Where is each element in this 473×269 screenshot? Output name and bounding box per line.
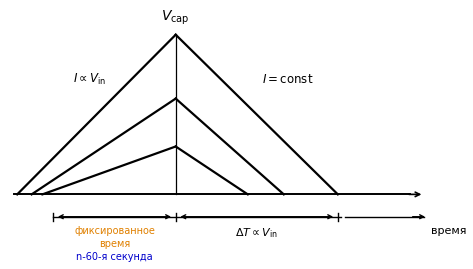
Text: время: время [431, 226, 467, 236]
Text: n-60-я секунда: n-60-я секунда [76, 252, 153, 262]
Text: $V_{\mathrm{cap}}$: $V_{\mathrm{cap}}$ [161, 8, 190, 27]
Text: $I = \mathrm{const}$: $I = \mathrm{const}$ [262, 73, 313, 86]
Text: $\Delta T \propto V_{\mathrm{in}}$: $\Delta T \propto V_{\mathrm{in}}$ [236, 226, 278, 240]
Text: $I \propto V_{\mathrm{in}}$: $I \propto V_{\mathrm{in}}$ [72, 72, 106, 87]
Text: фиксированное: фиксированное [74, 226, 155, 236]
Text: время: время [99, 239, 130, 249]
